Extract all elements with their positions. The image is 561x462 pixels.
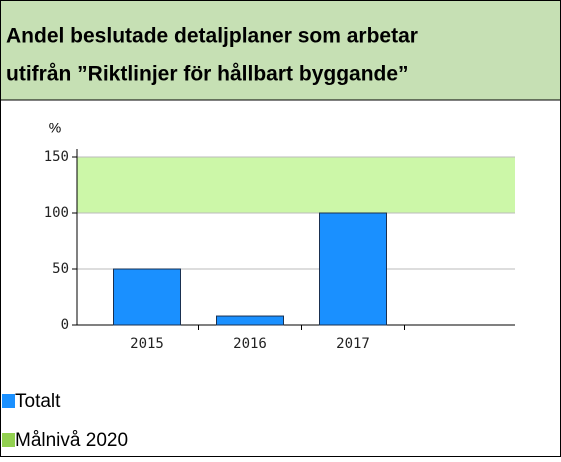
target-band	[77, 157, 515, 213]
bar	[113, 268, 181, 326]
bar	[216, 315, 284, 326]
title-line: utifrån ”Riktlinjer för hållbart byggand…	[6, 63, 409, 86]
legend-swatch	[2, 433, 15, 447]
x-tick-label: 2016	[233, 336, 267, 352]
legend-label: Totalt	[15, 391, 61, 412]
y-axis-label: %	[49, 120, 61, 136]
y-tick-label: 0	[61, 317, 69, 333]
x-tick-label: 2017	[336, 336, 370, 352]
bar	[319, 212, 387, 326]
y-tick-label: 50	[52, 261, 69, 277]
y-tick-label: 100	[44, 205, 69, 221]
y-tick-label: 150	[44, 149, 69, 165]
title-line: Andel beslutade detaljplaner som arbetar	[6, 25, 418, 48]
header-background	[0, 0, 561, 100]
legend-label: Målnivå 2020	[15, 430, 128, 451]
legend-swatch	[2, 394, 15, 408]
x-tick-label: 2015	[130, 336, 164, 352]
